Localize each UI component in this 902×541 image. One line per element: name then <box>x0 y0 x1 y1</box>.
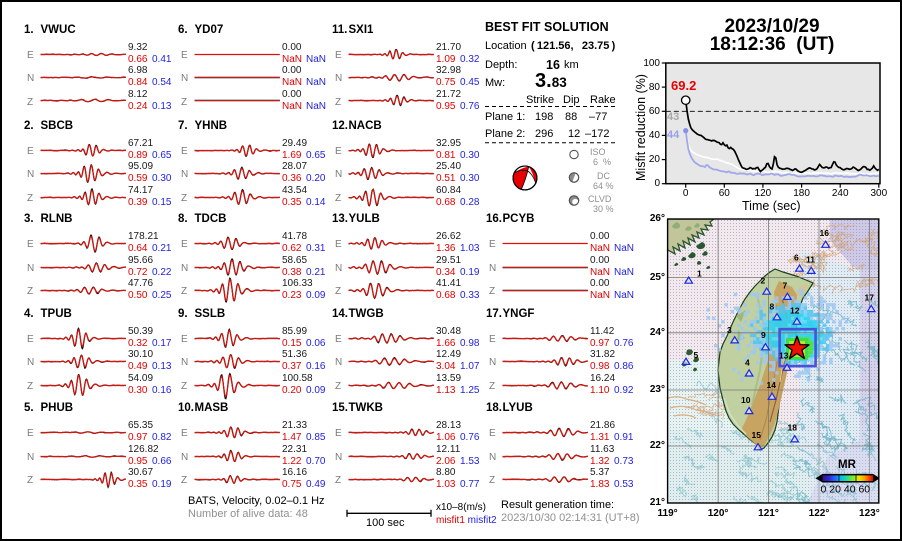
svg-text:6: 6 <box>794 253 799 263</box>
svg-text:12: 12 <box>790 306 800 316</box>
svg-text:14: 14 <box>767 380 777 390</box>
svg-text:9: 9 <box>761 330 766 340</box>
svg-text:15: 15 <box>752 430 762 440</box>
svg-text:10: 10 <box>741 395 751 405</box>
svg-text:MR: MR <box>838 459 857 471</box>
svg-text:0 20 40 60: 0 20 40 60 <box>821 484 871 496</box>
svg-text:1: 1 <box>697 269 702 279</box>
svg-text:4: 4 <box>745 358 750 368</box>
svg-text:2: 2 <box>761 276 766 286</box>
svg-text:18: 18 <box>788 423 798 433</box>
svg-text:5: 5 <box>694 350 699 360</box>
svg-text:7: 7 <box>783 281 788 291</box>
svg-text:8: 8 <box>770 302 775 312</box>
svg-text:13: 13 <box>779 351 789 361</box>
svg-text:16: 16 <box>820 228 830 238</box>
svg-text:17: 17 <box>865 293 875 303</box>
svg-text:3: 3 <box>727 325 732 335</box>
svg-text:11: 11 <box>806 255 815 265</box>
